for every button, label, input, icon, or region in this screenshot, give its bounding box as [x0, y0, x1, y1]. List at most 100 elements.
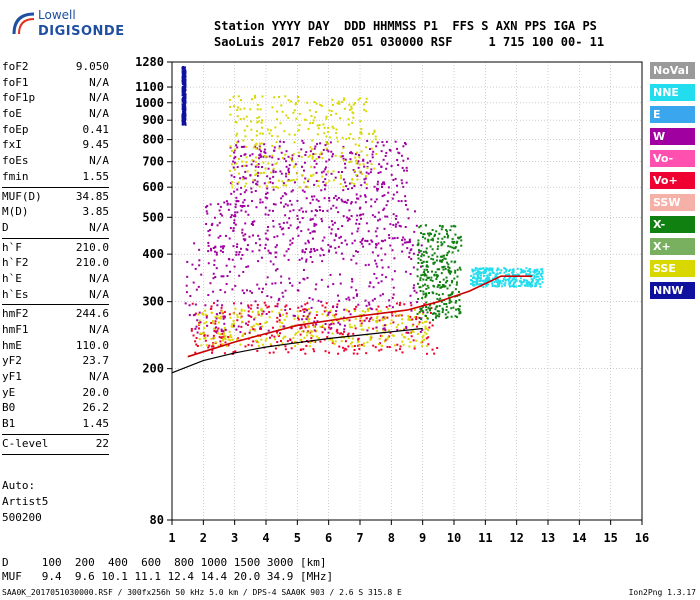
echo-point — [382, 327, 385, 330]
echo-point — [444, 267, 447, 270]
echo-point — [387, 186, 390, 189]
echo-point — [223, 322, 226, 325]
echo-point — [223, 316, 226, 319]
echo-point — [184, 123, 187, 126]
echo-point — [425, 308, 428, 311]
echo-point — [212, 334, 215, 337]
echo-point — [430, 270, 433, 273]
echo-point — [304, 303, 307, 306]
echo-point — [350, 326, 353, 329]
echo-point — [422, 305, 425, 308]
echo-point — [427, 286, 430, 289]
echo-point — [363, 108, 366, 111]
echo-point — [256, 303, 259, 306]
echo-point — [345, 318, 348, 321]
echo-point — [482, 285, 485, 288]
echo-point — [307, 127, 310, 130]
echo-point — [447, 270, 450, 273]
echo-point — [378, 349, 381, 352]
echo-point — [438, 313, 441, 316]
echo-point — [272, 203, 275, 206]
echo-point — [327, 126, 330, 129]
echo-point — [256, 183, 259, 186]
echo-point — [271, 106, 274, 109]
echo-point — [512, 281, 515, 284]
echo-point — [212, 327, 215, 330]
echo-point — [221, 251, 224, 254]
echo-point — [489, 267, 492, 270]
echo-point — [256, 117, 259, 120]
echo-point — [385, 140, 388, 143]
echo-point — [317, 299, 320, 302]
echo-point — [475, 279, 478, 282]
param-name: D — [2, 220, 9, 234]
echo-point — [364, 175, 367, 178]
echo-point — [448, 298, 451, 301]
plot-frame — [171, 61, 643, 521]
echo-point — [241, 160, 244, 163]
echo-point — [245, 115, 248, 118]
echo-point — [437, 284, 440, 287]
echo-point — [372, 150, 375, 153]
echo-point — [349, 133, 352, 136]
echo-point — [337, 245, 340, 248]
echo-point — [352, 296, 355, 299]
echo-point — [357, 341, 360, 344]
echo-point — [211, 319, 214, 322]
param-value: 244.6 — [75, 307, 109, 321]
echo-point — [370, 163, 373, 166]
echo-point — [323, 126, 326, 129]
echo-point — [421, 297, 424, 300]
echo-point — [378, 319, 381, 322]
echo-point — [257, 234, 260, 237]
echo-point — [223, 337, 226, 340]
y-tick-label: 500 — [142, 210, 164, 224]
echo-point — [356, 230, 359, 233]
echo-point — [400, 314, 403, 317]
echo-point — [370, 308, 373, 311]
echo-point — [316, 248, 319, 251]
echo-point — [503, 276, 506, 279]
echo-point — [301, 250, 304, 253]
echo-point — [364, 146, 367, 149]
echo-point — [183, 113, 186, 116]
echo-point — [535, 269, 538, 272]
echo-point — [242, 238, 245, 241]
echo-point — [339, 117, 342, 120]
echo-point — [424, 224, 427, 227]
echo-point — [379, 171, 382, 174]
echo-point — [420, 341, 423, 344]
echo-point — [420, 274, 423, 277]
echo-point — [254, 329, 257, 332]
echo-point — [509, 268, 512, 271]
echo-point — [380, 348, 383, 351]
echo-point — [203, 327, 206, 330]
echo-point — [303, 169, 306, 172]
param-value: 23.7 — [82, 354, 110, 368]
echo-point — [312, 247, 315, 250]
echo-point — [237, 106, 240, 109]
echo-point — [229, 113, 232, 116]
echo-point — [271, 156, 274, 159]
echo-point — [263, 182, 266, 185]
echo-point — [235, 196, 238, 199]
echo-point — [181, 120, 184, 123]
echo-point — [495, 275, 498, 278]
echo-point — [260, 142, 263, 145]
param-value: 34.85 — [75, 189, 109, 203]
echo-point — [264, 206, 267, 209]
echo-point — [454, 301, 457, 304]
echo-point — [494, 274, 497, 277]
echo-point — [421, 261, 424, 264]
echo-point — [436, 241, 439, 244]
echo-point — [504, 279, 507, 282]
echo-point — [283, 192, 286, 195]
echo-point — [310, 115, 313, 118]
echo-point — [239, 177, 242, 180]
echo-point — [310, 250, 313, 253]
echo-point — [508, 269, 511, 272]
echo-point — [423, 272, 426, 275]
logo-line1: Lowell — [38, 8, 76, 22]
echo-point — [234, 215, 237, 218]
echo-point — [356, 174, 359, 177]
